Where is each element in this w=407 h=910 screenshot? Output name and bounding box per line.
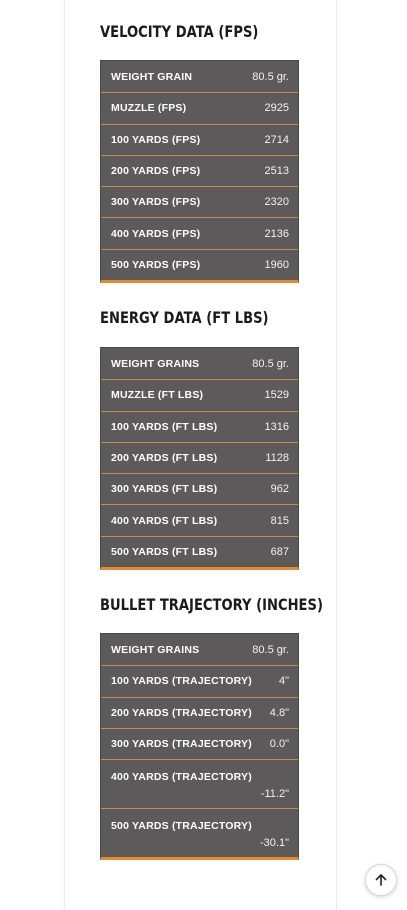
row-value: -11.2" xyxy=(260,788,289,801)
row-label: 200 YARDS (FT LBS) xyxy=(111,452,218,465)
table-row: 400 YARDS (FPS) 2136 xyxy=(101,217,298,248)
row-label: 300 YARDS (FPS) xyxy=(111,196,201,209)
row-label: 300 YARDS (TRAJECTORY) xyxy=(111,738,252,751)
arrow-up-icon xyxy=(375,874,387,886)
energy-section-title: ENERGY DATA (FT LBS) xyxy=(100,308,269,327)
row-label: 100 YARDS (FT LBS) xyxy=(111,420,218,433)
table-row: 100 YARDS (FPS) 2714 xyxy=(101,123,298,155)
row-label: WEIGHT GRAINS xyxy=(111,357,200,370)
row-label: 300 YARDS (FT LBS) xyxy=(111,483,218,496)
row-value: 80.5 gr. xyxy=(252,357,289,370)
row-label: WEIGHT GRAINS xyxy=(111,643,200,656)
row-value: 2136 xyxy=(264,227,289,240)
row-value: 1960 xyxy=(264,258,289,271)
velocity-section-title: VELOCITY DATA (FPS) xyxy=(100,22,259,41)
trajectory-table: WEIGHT GRAINS 80.5 gr. 100 YARDS (TRAJECT… xyxy=(100,633,299,861)
table-row: WEIGHT GRAINS 80.5 gr. xyxy=(101,634,298,665)
row-label: MUZZLE (FPS) xyxy=(111,102,187,115)
table-row: 300 YARDS (TRAJECTORY) 0.0" xyxy=(101,727,298,759)
row-label: 200 YARDS (FPS) xyxy=(111,165,201,178)
row-label: MUZZLE (FT LBS) xyxy=(111,389,204,402)
row-value: 962 xyxy=(270,483,289,496)
row-value: -30.1" xyxy=(260,837,289,850)
row-value: 4" xyxy=(278,675,289,688)
row-label: 400 YARDS (TRAJECTORY) xyxy=(111,771,252,784)
table-row: 100 YARDS (FT LBS) 1316 xyxy=(101,410,298,442)
row-value: 1128 xyxy=(265,452,289,465)
row-label: 200 YARDS (TRAJECTORY) xyxy=(111,706,252,719)
row-label: 500 YARDS (FT LBS) xyxy=(111,545,218,558)
table-row: WEIGHT GRAIN 80.5 gr. xyxy=(101,61,298,92)
scroll-to-top-button[interactable] xyxy=(365,864,397,896)
table-row: WEIGHT GRAINS 80.5 gr. xyxy=(101,348,298,379)
row-label: 500 YARDS (FPS) xyxy=(111,258,201,271)
row-label: WEIGHT GRAIN xyxy=(111,70,193,83)
table-row: 200 YARDS (FT LBS) 1128 xyxy=(101,441,298,473)
row-value: 2320 xyxy=(264,196,289,209)
table-row: 100 YARDS (TRAJECTORY) 4" xyxy=(101,665,298,696)
row-value: 80.5 gr. xyxy=(252,70,289,83)
table-row: MUZZLE (FT LBS) 1529 xyxy=(101,379,298,410)
row-value: 2925 xyxy=(264,102,289,115)
table-row: 500 YARDS (FPS) 1960 xyxy=(101,248,298,280)
row-label: 100 YARDS (TRAJECTORY) xyxy=(111,675,252,688)
energy-table: WEIGHT GRAINS 80.5 gr. MUZZLE (FT LBS) 152… xyxy=(100,347,299,571)
row-value: 2714 xyxy=(264,133,289,146)
table-row: 500 YARDS (TRAJECTORY) -30.1" xyxy=(101,808,298,857)
trajectory-section-title: BULLET TRAJECTORY (INCHES) xyxy=(100,595,323,614)
row-value: 1529 xyxy=(264,389,289,402)
table-row: 200 YARDS (FPS) 2513 xyxy=(101,154,298,186)
row-value: 2513 xyxy=(264,165,289,178)
row-label: 500 YARDS (TRAJECTORY) xyxy=(111,820,252,833)
velocity-table: WEIGHT GRAIN 80.5 gr. MUZZLE (FPS) 2925 10… xyxy=(100,60,299,284)
row-value: 80.5 gr. xyxy=(252,643,289,656)
row-value: 1316 xyxy=(264,420,289,433)
row-label: 100 YARDS (FPS) xyxy=(111,133,201,146)
row-label: 400 YARDS (FPS) xyxy=(111,227,201,240)
row-value: 0.0" xyxy=(269,738,289,751)
table-row: 500 YARDS (FT LBS) 687 xyxy=(101,535,298,567)
row-label: 400 YARDS (FT LBS) xyxy=(111,514,218,527)
row-value: 815 xyxy=(270,514,289,527)
table-row: 200 YARDS (TRAJECTORY) 4.8" xyxy=(101,696,298,728)
table-row: 400 YARDS (TRAJECTORY) -11.2" xyxy=(101,759,298,808)
table-row: 300 YARDS (FPS) 2320 xyxy=(101,186,298,217)
table-row: 300 YARDS (FT LBS) 962 xyxy=(101,473,298,504)
row-value: 4.8" xyxy=(269,706,289,719)
row-value: 687 xyxy=(270,545,289,558)
table-row: MUZZLE (FPS) 2925 xyxy=(101,92,298,123)
table-row: 400 YARDS (FT LBS) 815 xyxy=(101,504,298,535)
